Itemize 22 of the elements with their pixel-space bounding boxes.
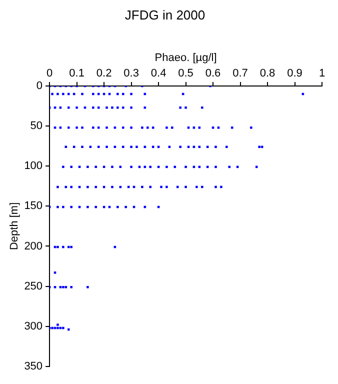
x-tick-label: 0.9 (287, 67, 302, 80)
x-tick-label: 0.4 (150, 67, 166, 80)
y-tick-label: 150 (24, 200, 43, 212)
x-tick-label: 0.3 (124, 67, 139, 80)
y-tick-label: 50 (30, 120, 43, 132)
x-tick-label: 0.2 (96, 67, 112, 80)
x-tick-label: 0.8 (260, 67, 276, 80)
y-tick-label: 300 (24, 320, 43, 332)
y-axis-title: Depth [m] (8, 202, 21, 250)
x-tick-label: 0.6 (205, 67, 221, 80)
y-tick-label: 0 (36, 80, 43, 92)
y-tick-label: 100 (24, 160, 43, 172)
y-tick-label: 250 (24, 280, 43, 292)
x-tick-label: 0.5 (178, 67, 194, 80)
x-tick-label: 0 (46, 67, 53, 80)
chart-title: JFDG in 2000 (124, 7, 206, 22)
x-axis-title: Phaeo. [µg/l] (154, 52, 217, 64)
x-tick-label: 0.7 (232, 67, 248, 80)
x-tick-label: 0.1 (69, 67, 84, 80)
x-tick-label: 1 (318, 67, 326, 80)
y-tick-label: 200 (24, 240, 43, 252)
y-tick-label: 350 (24, 360, 43, 372)
